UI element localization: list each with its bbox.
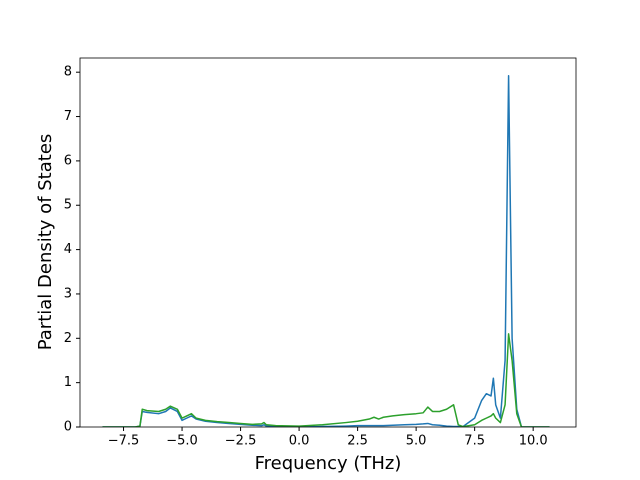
y-axis-label: Partial Density of States bbox=[35, 134, 56, 351]
plot-area bbox=[102, 74, 550, 427]
y-tick-label: 0 bbox=[64, 420, 72, 435]
y-tick-label: 2 bbox=[64, 331, 72, 346]
series-line bbox=[102, 74, 550, 427]
x-tick-label: 10.0 bbox=[519, 434, 548, 449]
y-tick-label: 4 bbox=[64, 242, 72, 257]
y-tick-label: 3 bbox=[64, 286, 72, 301]
y-tick-label: 7 bbox=[64, 109, 72, 124]
x-tick-label: 5.0 bbox=[406, 434, 427, 449]
y-tick-label: 8 bbox=[64, 65, 72, 80]
axes-frame bbox=[79, 57, 577, 428]
x-tick-label: −2.5 bbox=[225, 434, 257, 449]
x-tick-label: −7.5 bbox=[108, 434, 140, 449]
y-tick-label: 1 bbox=[64, 375, 72, 390]
x-tick-label: −5.0 bbox=[166, 434, 198, 449]
x-tick-label: 0.0 bbox=[289, 434, 310, 449]
series-line bbox=[102, 333, 550, 427]
x-axis-label: Frequency (THz) bbox=[255, 453, 402, 474]
x-tick-label: 7.5 bbox=[464, 434, 485, 449]
x-tick-label: 2.5 bbox=[347, 434, 368, 449]
y-tick-label: 6 bbox=[64, 153, 72, 168]
y-tick-label: 5 bbox=[64, 198, 72, 213]
